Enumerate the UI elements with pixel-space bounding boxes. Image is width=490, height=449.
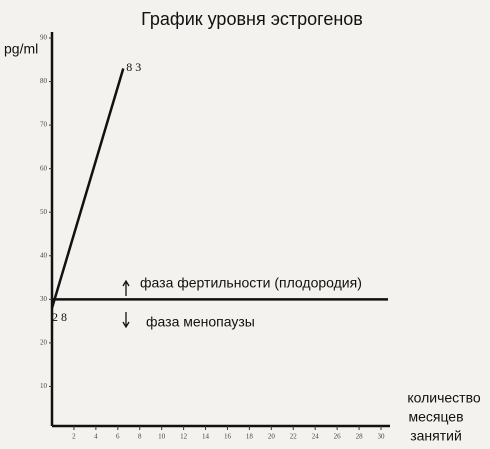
chart-title: График уровня эстрогенов — [141, 9, 363, 29]
x-tick-label: 22 — [290, 433, 298, 441]
x-tick-label: 12 — [180, 433, 188, 441]
x-tick-label: 10 — [158, 433, 166, 441]
arrows — [122, 279, 130, 329]
y-tick-label: 20 — [40, 338, 48, 346]
y-tick-label: 50 — [40, 208, 48, 216]
x-tick-label: 4 — [94, 433, 98, 441]
x-tick-label: 2 — [72, 433, 76, 441]
x-tick-label: 30 — [378, 433, 386, 441]
x-tick-label: 24 — [312, 433, 320, 441]
x-tick-label: 16 — [224, 433, 232, 441]
x-tick-label: 28 — [356, 433, 364, 441]
y-tick-label: 80 — [40, 77, 48, 85]
x-axis-label: количество — [407, 390, 481, 406]
data-label: 83 — [126, 60, 144, 74]
annotation: фаза менопаузы — [146, 314, 255, 330]
x-tick-label: 8 — [138, 433, 142, 441]
x-tick-label: 26 — [334, 433, 342, 441]
x-axis-label: занятий — [410, 428, 462, 444]
annotation: фаза фертильности (плодородия) — [140, 275, 362, 291]
y-tick-label: 70 — [40, 121, 48, 129]
y-tick-label: 30 — [40, 295, 48, 303]
y-tick-label: 90 — [40, 34, 48, 42]
x-tick-label: 6 — [116, 433, 120, 441]
data-line — [50, 68, 125, 309]
y-tick-label: 60 — [40, 164, 48, 172]
x-tick-label: 18 — [246, 433, 254, 441]
y-tick-label: 10 — [40, 382, 48, 390]
y-tick-label: 40 — [40, 251, 48, 259]
y-axis-label: pg/ml — [4, 41, 38, 57]
data-label: 28 — [52, 310, 70, 324]
x-tick-label: 20 — [268, 433, 276, 441]
x-tick-label: 14 — [202, 433, 210, 441]
x-axis-label: месяцев — [408, 409, 463, 425]
